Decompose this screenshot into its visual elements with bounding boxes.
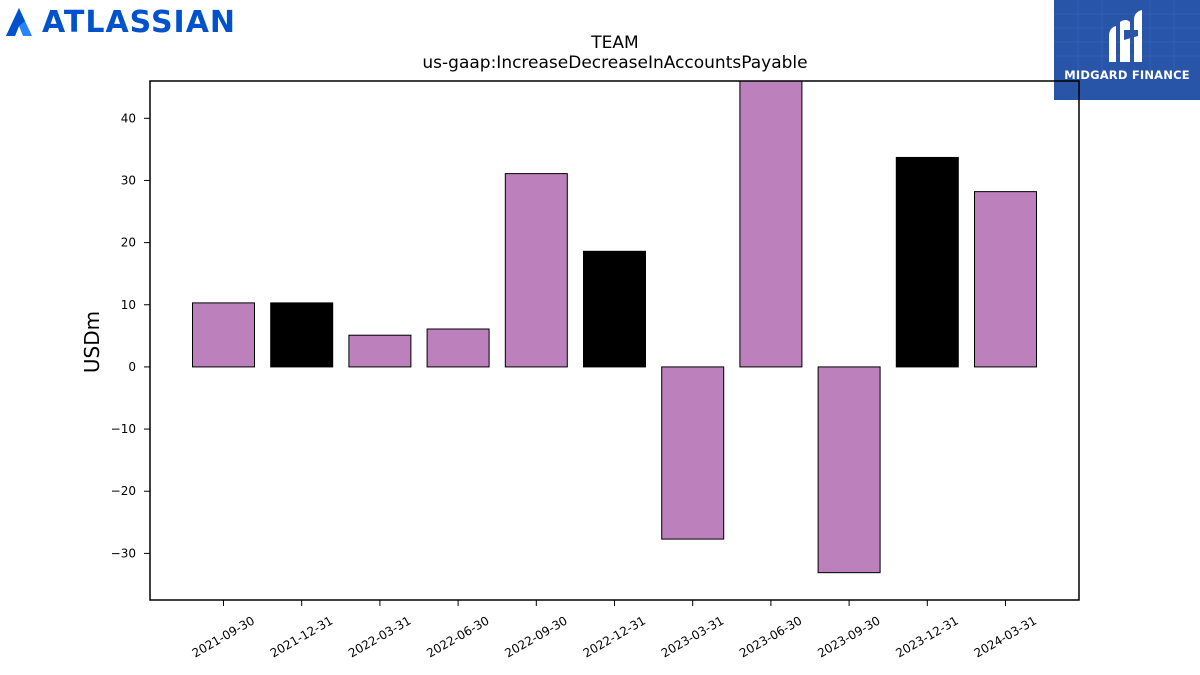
x-tick-label: 2023-06-30 — [737, 613, 804, 660]
atlassian-wordmark: ATLASSIAN — [42, 4, 237, 40]
bar-2022-03-31 — [348, 334, 412, 368]
midgard-wordmark: MIDGARD FINANCE — [1064, 68, 1190, 82]
x-tick-label: 2022-06-30 — [424, 613, 491, 660]
atlassian-logo: ATLASSIAN — [4, 2, 244, 42]
x-axis: 2021-09-30 2021-12-31 2022-03-31 2022-06-30… — [190, 600, 1039, 660]
bar-2022-09-30 — [504, 173, 568, 368]
x-tick-label: 2024-03-31 — [972, 613, 1039, 660]
y-axis-label: USDm — [80, 311, 104, 373]
y-tick-label: 40 — [121, 111, 136, 125]
bar-2024-03-31 — [974, 191, 1037, 368]
x-tick-label: 2023-09-30 — [815, 613, 882, 660]
x-tick-label: 2022-09-30 — [502, 613, 569, 660]
bar-2021-09-30 — [192, 302, 255, 368]
bar-2023-03-31 — [661, 366, 725, 540]
y-tick-label: −20 — [111, 484, 136, 498]
y-axis: −30 −20 −10 0 10 20 30 40 — [111, 111, 150, 560]
y-tick-label: 10 — [121, 298, 136, 312]
y-tick-label: 0 — [128, 360, 136, 374]
bar-2023-09-30 — [817, 366, 881, 574]
y-tick-label: −10 — [111, 422, 136, 436]
bar-2022-12-31 — [583, 250, 646, 368]
bars-group — [192, 80, 1037, 574]
bar-2021-12-31 — [270, 302, 334, 368]
x-tick-label: 2022-03-31 — [346, 613, 413, 660]
chart-title: TEAM — [590, 33, 638, 53]
bar-2023-06-30 — [739, 80, 803, 368]
x-tick-label: 2021-12-31 — [268, 613, 335, 660]
y-tick-label: −30 — [111, 546, 136, 560]
bar-2023-12-31 — [895, 156, 959, 368]
x-tick-label: 2023-12-31 — [893, 613, 960, 660]
midgard-mark-icon — [1054, 0, 1200, 70]
x-tick-label: 2022-12-31 — [581, 613, 648, 660]
atlassian-mark-icon — [6, 8, 32, 36]
x-tick-label: 2021-09-30 — [190, 613, 257, 660]
bar-2022-06-30 — [426, 328, 490, 368]
chart-subtitle: us-gaap:IncreaseDecreaseInAccountsPayabl… — [422, 53, 807, 73]
y-tick-label: 30 — [121, 173, 136, 187]
y-tick-label: 20 — [121, 236, 136, 250]
plot-frame — [149, 80, 1080, 601]
x-tick-label: 2023-03-31 — [659, 613, 726, 660]
